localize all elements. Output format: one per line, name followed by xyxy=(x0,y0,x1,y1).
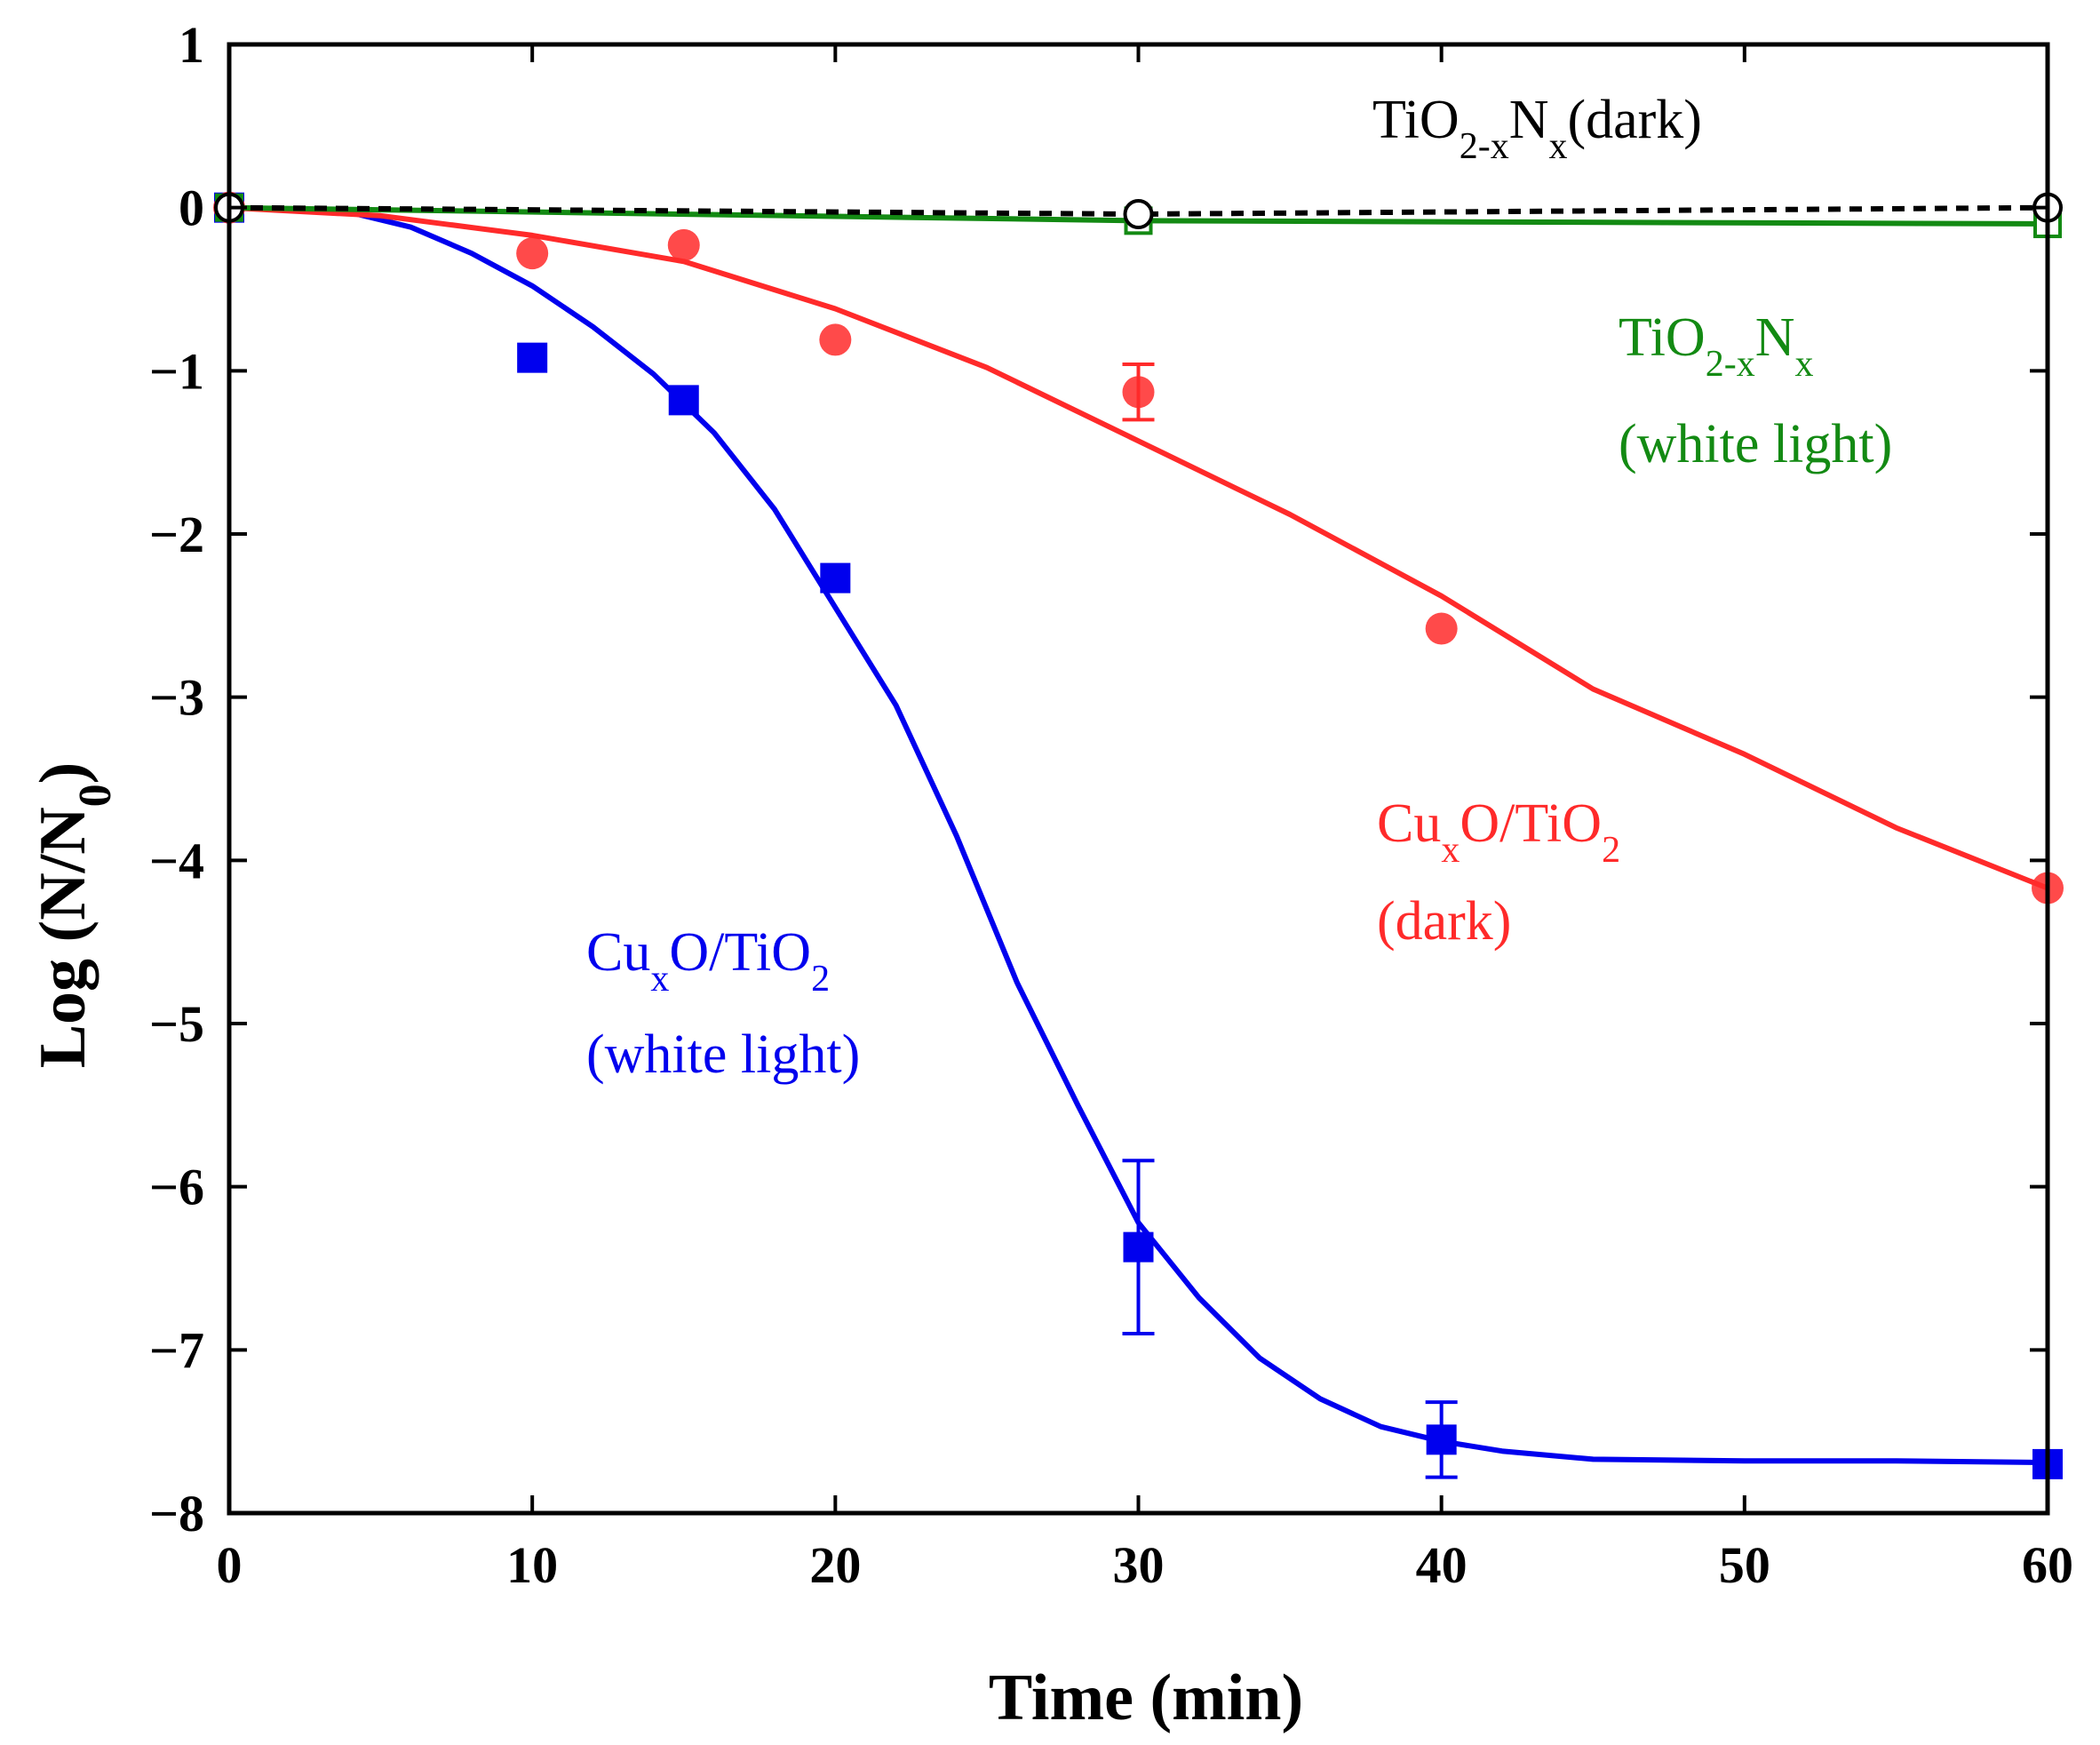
series-cuxo_light xyxy=(214,192,2063,1479)
y-tick-label: 1 xyxy=(179,16,204,74)
y-tick-label: −6 xyxy=(149,1159,204,1216)
y-tick-label: −3 xyxy=(149,669,204,727)
annotation-layer: TiO2-xNx(dark)TiO2-xNx(white light)CuxO/… xyxy=(586,90,1892,1085)
annotation-text: TiO xyxy=(1619,307,1706,368)
data-point xyxy=(819,323,852,356)
subscript: 2 xyxy=(1602,830,1620,871)
data-point xyxy=(516,237,549,270)
annotation-cuxo_light-line1: CuxO/TiO2 xyxy=(586,922,830,1000)
data-point xyxy=(1123,1231,1154,1263)
annotation-text: (dark) xyxy=(1567,90,1701,150)
annotation-tio2_light-line1: TiO2-xNx xyxy=(1619,307,1813,385)
subscript: 2-x xyxy=(1706,344,1755,385)
annotation-tio2_dark-line1: TiO2-xNx(dark) xyxy=(1372,90,1702,167)
fit-line-tio2_dark xyxy=(228,204,2048,217)
data-point xyxy=(517,342,548,373)
data-point xyxy=(667,228,700,261)
data-point xyxy=(1122,376,1155,409)
data-point xyxy=(1426,1424,1457,1455)
x-axis-title: Time (min) xyxy=(989,1661,1303,1734)
data-point xyxy=(668,385,699,416)
x-tick-label: 40 xyxy=(1416,1536,1468,1594)
subscript: x xyxy=(1441,830,1460,871)
annotation-text: Cu xyxy=(1377,793,1441,854)
annotation-cuxo_dark-line1: CuxO/TiO2 xyxy=(1377,793,1620,871)
annotation-text: O/TiO xyxy=(1460,793,1602,854)
fit-line-cuxo_dark xyxy=(228,204,2049,891)
y-tick-label: −1 xyxy=(149,342,204,400)
y-axis-title: Log (N/N0) xyxy=(27,762,121,1069)
y-tick-label: −4 xyxy=(149,832,204,889)
annotation-cuxo_dark-line2: (dark) xyxy=(1377,891,1511,952)
y-axis-title-main: Log (N/N xyxy=(27,807,99,1068)
y-tick-label: −7 xyxy=(149,1321,204,1379)
subscript: x xyxy=(1548,126,1567,167)
annotation-text: Cu xyxy=(586,922,650,983)
fit-line-cuxo_light xyxy=(228,204,2048,1466)
x-tick-label: 30 xyxy=(1113,1536,1165,1594)
x-tick-label: 0 xyxy=(217,1536,243,1594)
annotation-text: TiO xyxy=(1372,90,1460,150)
series-layer xyxy=(213,191,2064,1479)
y-tick-label: 0 xyxy=(179,179,204,237)
annotation-text: O/TiO xyxy=(669,922,811,983)
x-tick-label: 60 xyxy=(2022,1536,2073,1594)
subscript: x xyxy=(650,959,669,1000)
data-point xyxy=(820,562,851,594)
x-tick-label: 10 xyxy=(506,1536,558,1594)
series-cuxo_dark xyxy=(213,191,2064,904)
subscript: 2-x xyxy=(1460,126,1509,167)
x-tick-label: 50 xyxy=(1719,1536,1770,1594)
data-point xyxy=(1123,199,1154,230)
y-tick-label: −8 xyxy=(149,1485,204,1542)
x-tick-label: 20 xyxy=(809,1536,861,1594)
subscript: x xyxy=(1794,344,1813,385)
y-axis-title-sub: 0 xyxy=(70,784,121,807)
annotation-text: N xyxy=(1755,307,1795,368)
annotation-tio2_light-line2: (white light) xyxy=(1619,414,1892,474)
y-tick-label: −2 xyxy=(149,506,204,563)
y-axis-title-close: ) xyxy=(27,762,99,785)
data-point xyxy=(1425,612,1458,645)
annotation-cuxo_light-line2: (white light) xyxy=(586,1024,860,1085)
subscript: 2 xyxy=(811,959,830,1000)
y-tick-label: −5 xyxy=(149,995,204,1053)
annotation-text: N xyxy=(1509,90,1549,150)
